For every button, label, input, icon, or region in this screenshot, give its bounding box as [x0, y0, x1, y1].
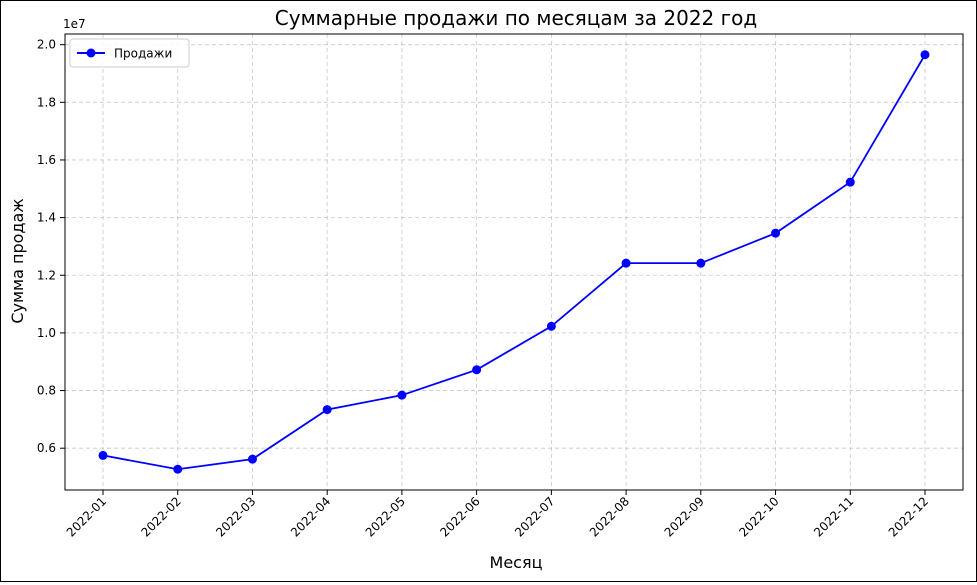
series-line [102, 54, 926, 471]
y-axis-label: Сумма продаж [8, 198, 27, 323]
y-tick-label: 1.4 [37, 211, 56, 225]
data-point [621, 258, 631, 268]
x-ticks: 2022-01 2022-02 2022-03 2022-04 2022-05 2022-… [64, 490, 931, 540]
data-point [322, 405, 332, 415]
data-point [845, 177, 855, 187]
x-tick-label: 2022-12 [886, 494, 931, 539]
x-tick-label: 2022-05 [363, 494, 408, 539]
y-tick-label: 1.6 [37, 153, 56, 167]
x-tick-label: 2022-11 [811, 494, 856, 539]
data-point [173, 464, 183, 474]
data-point [771, 228, 781, 238]
y-tick-label: 0.6 [37, 441, 56, 455]
x-tick-label: 2022-09 [662, 494, 707, 539]
legend: Продажи [69, 38, 190, 68]
y-tick-label: 1.8 [37, 95, 56, 109]
series [98, 50, 930, 474]
legend-label: Продажи [114, 47, 172, 61]
data-point [920, 50, 930, 60]
data-point [397, 390, 407, 400]
data-point [472, 365, 482, 375]
data-point [247, 454, 257, 464]
y-tick-label: 1.2 [37, 268, 56, 282]
data-point [98, 450, 108, 460]
data-point [696, 258, 706, 268]
x-tick-label: 2022-10 [736, 494, 781, 539]
grid [65, 34, 963, 490]
plot-frame [64, 33, 964, 491]
y-ticks: 0.6 0.8 1.0 1.2 1.4 1.6 1.8 2.0 [37, 38, 65, 455]
x-tick-label: 2022-03 [213, 494, 258, 539]
x-tick-label: 2022-06 [437, 494, 482, 539]
x-tick-label: 2022-04 [288, 494, 333, 539]
data-point [546, 321, 556, 331]
legend-point-marker [86, 48, 96, 58]
x-tick-label: 2022-08 [587, 494, 632, 539]
x-axis-label: Месяц [490, 553, 543, 572]
x-tick-label: 2022-07 [512, 494, 557, 539]
y-tick-label: 1.0 [37, 326, 56, 340]
y-tick-label: 2.0 [37, 38, 56, 52]
y-tick-label: 0.8 [37, 384, 56, 398]
chart-title: Суммарные продажи по месяцам за 2022 год [275, 6, 757, 30]
x-tick-label: 2022-02 [138, 494, 183, 539]
legend-box [69, 38, 190, 68]
x-tick-label: 2022-01 [64, 494, 109, 539]
y-axis-offset-label: 1e7 [63, 17, 86, 31]
axes [64, 33, 964, 491]
